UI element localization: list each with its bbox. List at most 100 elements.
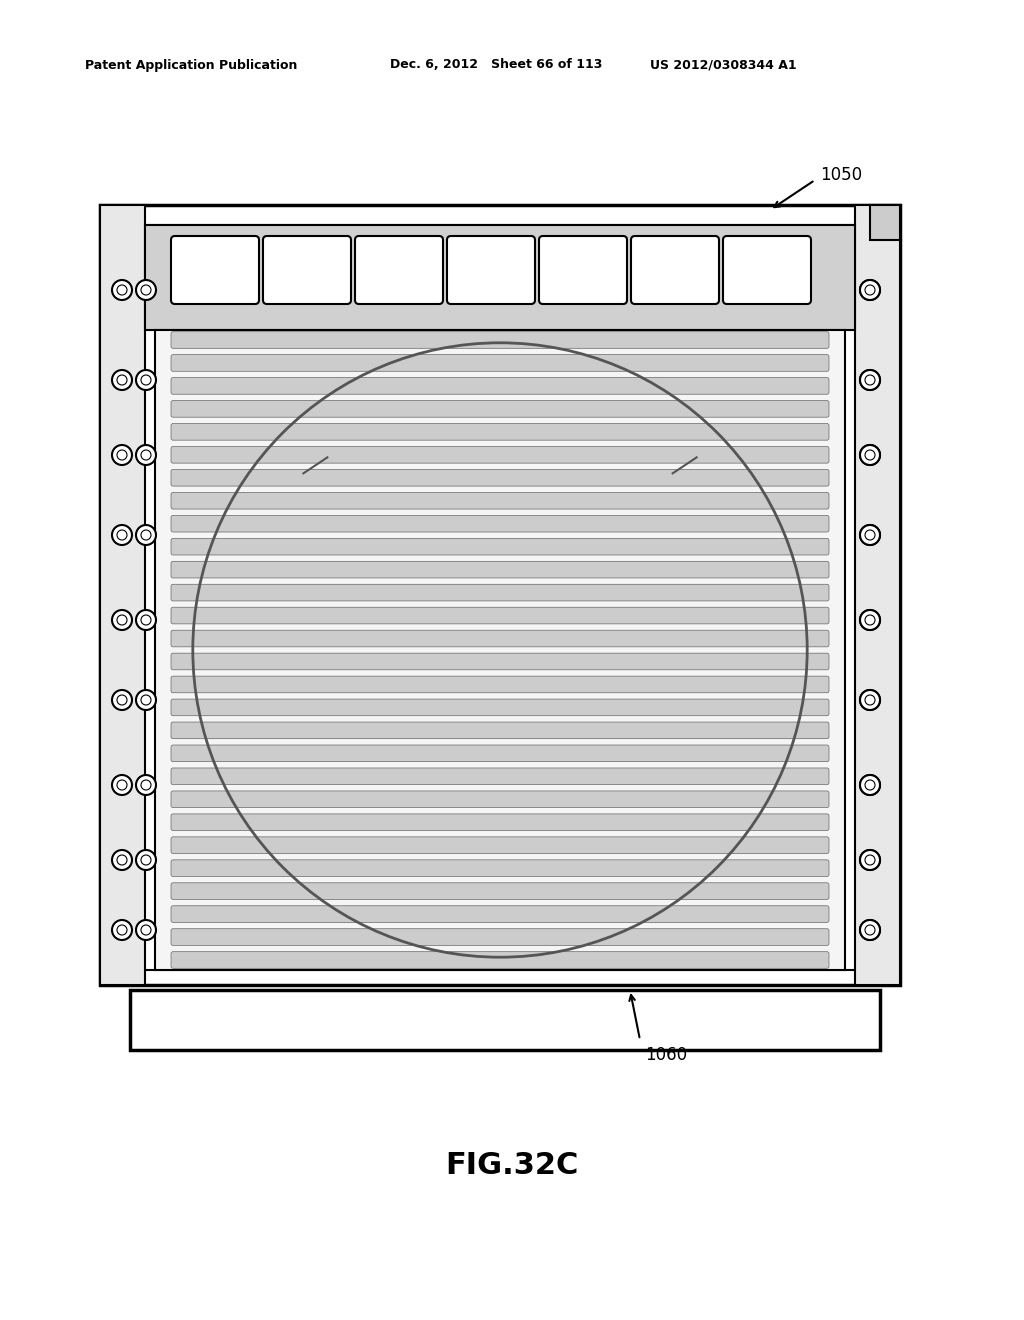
FancyBboxPatch shape [171, 814, 829, 830]
Circle shape [141, 696, 151, 705]
Circle shape [865, 450, 874, 459]
Circle shape [860, 850, 880, 870]
Circle shape [136, 445, 156, 465]
Circle shape [860, 775, 880, 795]
FancyBboxPatch shape [171, 236, 259, 304]
Circle shape [112, 920, 132, 940]
FancyBboxPatch shape [171, 837, 829, 854]
FancyBboxPatch shape [355, 236, 443, 304]
Circle shape [865, 375, 874, 385]
Circle shape [865, 615, 874, 624]
Circle shape [860, 370, 880, 389]
FancyBboxPatch shape [171, 607, 829, 624]
Circle shape [860, 525, 880, 545]
Circle shape [860, 280, 880, 300]
Circle shape [117, 285, 127, 294]
Circle shape [860, 445, 880, 465]
Circle shape [865, 531, 874, 540]
Circle shape [860, 370, 880, 389]
Text: US 2012/0308344 A1: US 2012/0308344 A1 [650, 58, 797, 71]
Circle shape [112, 445, 132, 465]
Circle shape [112, 775, 132, 795]
FancyBboxPatch shape [130, 990, 880, 1049]
Text: FIG.32C: FIG.32C [445, 1151, 579, 1180]
Circle shape [860, 610, 880, 630]
Circle shape [860, 775, 880, 795]
FancyBboxPatch shape [171, 883, 829, 899]
Circle shape [136, 610, 156, 630]
Text: 1050: 1050 [820, 166, 862, 183]
Circle shape [141, 450, 151, 459]
FancyBboxPatch shape [171, 515, 829, 532]
FancyBboxPatch shape [171, 470, 829, 486]
Polygon shape [120, 224, 880, 970]
FancyBboxPatch shape [171, 378, 829, 395]
FancyBboxPatch shape [263, 236, 351, 304]
Circle shape [865, 285, 874, 294]
FancyBboxPatch shape [171, 400, 829, 417]
Circle shape [112, 280, 132, 300]
Circle shape [141, 531, 151, 540]
Circle shape [136, 525, 156, 545]
Circle shape [141, 925, 151, 935]
Bar [145, 224, 855, 330]
Circle shape [136, 850, 156, 870]
Circle shape [865, 925, 874, 935]
Circle shape [865, 925, 874, 935]
Circle shape [865, 780, 874, 789]
FancyBboxPatch shape [539, 236, 627, 304]
Circle shape [141, 285, 151, 294]
Bar [155, 330, 845, 970]
Bar [100, 205, 145, 985]
Circle shape [117, 696, 127, 705]
Circle shape [112, 690, 132, 710]
Polygon shape [100, 205, 900, 985]
Circle shape [136, 690, 156, 710]
Circle shape [860, 850, 880, 870]
Bar [855, 205, 900, 985]
Circle shape [860, 445, 880, 465]
FancyBboxPatch shape [171, 561, 829, 578]
FancyBboxPatch shape [171, 539, 829, 554]
Bar [870, 205, 900, 240]
Circle shape [865, 855, 874, 865]
Circle shape [112, 850, 132, 870]
FancyBboxPatch shape [171, 446, 829, 463]
Circle shape [136, 280, 156, 300]
Circle shape [865, 696, 874, 705]
FancyBboxPatch shape [723, 236, 811, 304]
FancyBboxPatch shape [171, 653, 829, 669]
Circle shape [860, 920, 880, 940]
Circle shape [865, 855, 874, 865]
FancyBboxPatch shape [631, 236, 719, 304]
FancyBboxPatch shape [171, 722, 829, 739]
FancyBboxPatch shape [171, 355, 829, 371]
Circle shape [860, 920, 880, 940]
Circle shape [117, 615, 127, 624]
Circle shape [136, 920, 156, 940]
Circle shape [117, 780, 127, 789]
Circle shape [141, 855, 151, 865]
FancyBboxPatch shape [171, 676, 829, 693]
Circle shape [865, 696, 874, 705]
FancyBboxPatch shape [171, 585, 829, 601]
Circle shape [117, 531, 127, 540]
Circle shape [136, 370, 156, 389]
Circle shape [860, 610, 880, 630]
Circle shape [112, 525, 132, 545]
FancyBboxPatch shape [171, 424, 829, 440]
FancyBboxPatch shape [447, 236, 535, 304]
FancyBboxPatch shape [171, 929, 829, 945]
Text: Dec. 6, 2012   Sheet 66 of 113: Dec. 6, 2012 Sheet 66 of 113 [390, 58, 602, 71]
Circle shape [865, 285, 874, 294]
Circle shape [860, 525, 880, 545]
FancyBboxPatch shape [171, 630, 829, 647]
Circle shape [865, 375, 874, 385]
Circle shape [117, 855, 127, 865]
Circle shape [141, 375, 151, 385]
Circle shape [112, 610, 132, 630]
Circle shape [860, 690, 880, 710]
FancyBboxPatch shape [171, 331, 829, 348]
Circle shape [865, 615, 874, 624]
Circle shape [865, 531, 874, 540]
